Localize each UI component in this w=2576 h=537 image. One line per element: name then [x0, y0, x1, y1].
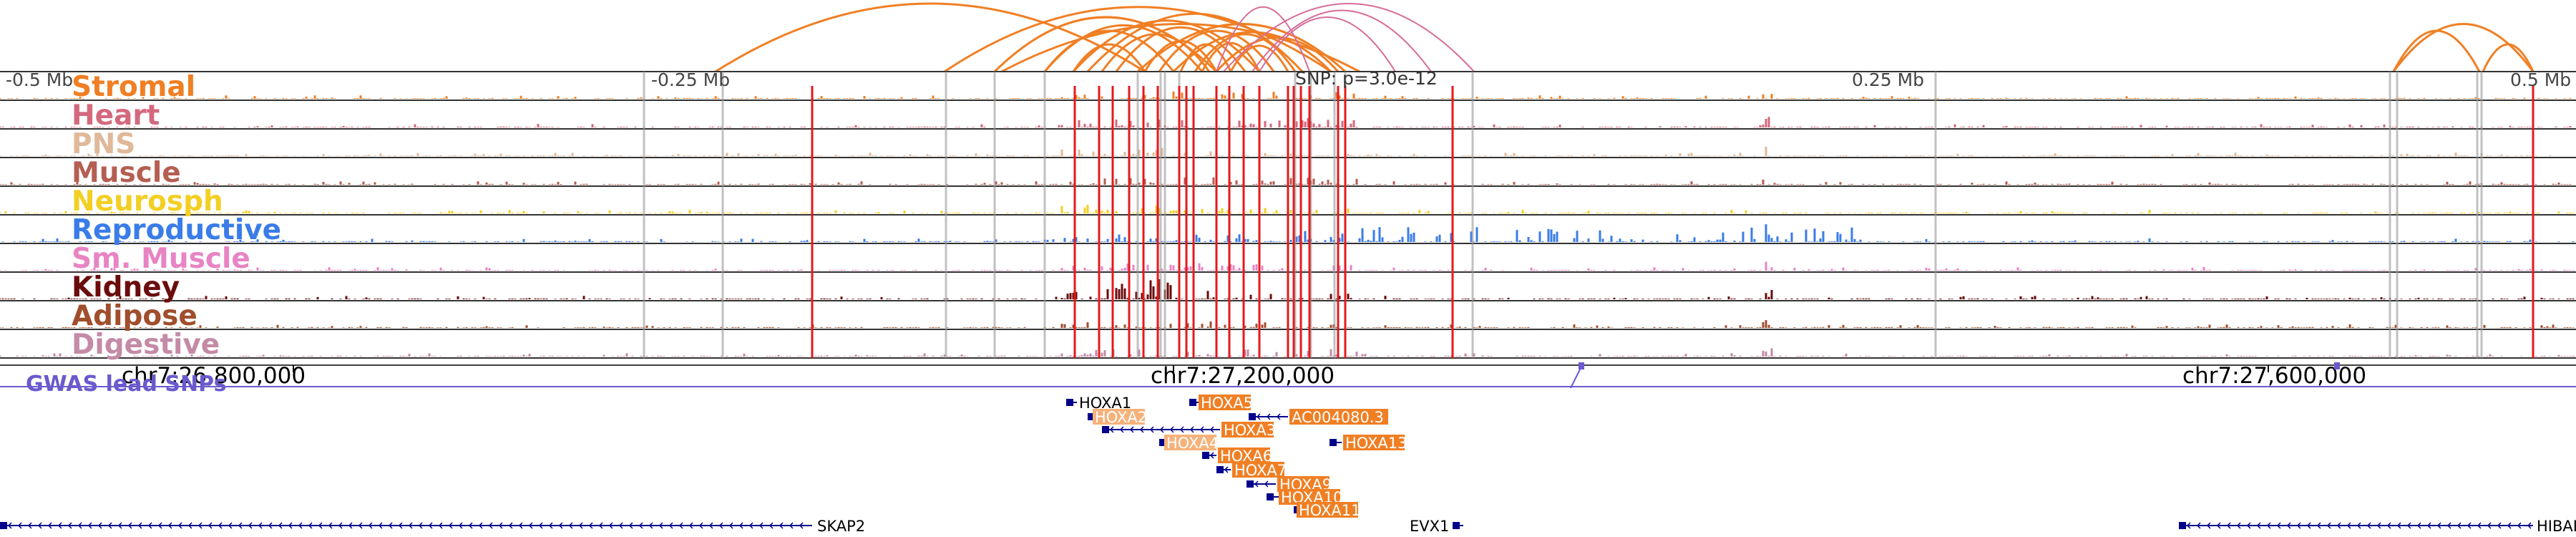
gwas-label: GWAS lead SNPs	[26, 372, 226, 397]
gene-label: HOXA2	[1095, 409, 1147, 426]
loop-arc	[1115, 26, 1246, 72]
loop-arc	[1072, 19, 1261, 73]
chromatin-loops	[715, 2, 2534, 73]
gene-label: SKAP2	[817, 518, 865, 535]
loop-arc	[1229, 44, 1289, 72]
gene-label: HOXA11	[1299, 502, 1360, 519]
gene-hoxa3[interactable]: HOXA3	[1102, 422, 1276, 439]
track-label: Muscle	[72, 157, 181, 189]
track-label: Adipose	[72, 300, 197, 332]
loop-arc	[1043, 24, 1204, 72]
gwas-snp-marker	[1579, 362, 1584, 369]
loop-arc	[1158, 29, 1275, 72]
distance-label-0.5: 0.5 Mb	[2510, 69, 2571, 90]
track-label: Neurosph	[72, 185, 223, 218]
track-label: Digestive	[72, 329, 220, 361]
gene-skap2[interactable]: SKAP2	[0, 518, 865, 535]
loop-arc	[1072, 43, 1146, 72]
gene-label: HOXA5	[1201, 395, 1253, 412]
distance-label-0.25: 0.25 Mb	[1852, 69, 1924, 90]
track-label: Stromal	[72, 71, 195, 103]
track-label: Reproductive	[72, 214, 281, 246]
loop-arc	[1252, 9, 1432, 72]
loop-arc	[1194, 33, 1297, 72]
gwas-snp-marker	[1570, 366, 1582, 389]
gene-label: HOXA3	[1224, 422, 1276, 439]
gene-hoxa2[interactable]: HOXA2	[1088, 409, 1147, 426]
distance-label-minus-0.5: -0.5 Mb	[6, 69, 73, 90]
track-label: Kidney	[72, 271, 180, 304]
gene-label: HOXA13	[1345, 435, 1407, 452]
gene-hoxa13[interactable]: HOXA13	[1330, 435, 1407, 452]
track-label: PNS	[72, 128, 135, 160]
loop-arc	[1259, 16, 1396, 72]
loop-arc	[2482, 43, 2534, 72]
coord-label-27.2: chr7:27,200,000	[1151, 363, 1335, 389]
gene-hoxa10[interactable]: HOXA10	[1267, 489, 1342, 506]
gene-label: AC004080.3	[1292, 409, 1384, 426]
track-digestive	[0, 329, 2576, 357]
coord-label-26.8: chr7:26,800,000	[122, 363, 306, 389]
gene-hoxa7[interactable]: HOXA7	[1216, 462, 1287, 479]
peak-markers	[643, 72, 2534, 358]
distance-axis: -0.5 Mb -0.25 Mb 0.25 Mb 0.5 Mb SNP: p=3…	[6, 68, 2571, 90]
snp-label: SNP: p=3.0e-12	[1295, 68, 1438, 89]
loop-arc	[2392, 29, 2481, 72]
gwas-track: GWAS lead SNPs	[0, 362, 2576, 397]
loop-arc	[1136, 23, 1347, 73]
gene-hoxa11[interactable]: HOXA11	[1294, 502, 1360, 519]
gene-label: HIBADH	[2537, 518, 2576, 535]
gene-label: HOXA4	[1166, 435, 1219, 452]
gene-hoxa4[interactable]: HOXA4	[1159, 435, 1219, 452]
loop-arc	[1223, 3, 1475, 72]
distance-label-minus-0.25: -0.25 Mb	[651, 69, 730, 90]
loop-arc	[1172, 31, 1332, 73]
loop-arc	[1201, 42, 1261, 72]
gene-hibadh[interactable]: HIBADH	[2179, 518, 2576, 535]
loop-arc	[2392, 23, 2534, 72]
track-stromal	[0, 71, 2576, 99]
coordinate-axis: chr7:26,800,000 chr7:27,200,000 chr7:27,…	[0, 363, 2576, 389]
gene-label: EVX1	[1410, 518, 1449, 535]
loop-arc	[944, 6, 1332, 73]
gene-evx1[interactable]: EVX1	[1410, 518, 1463, 535]
loop-arc	[1001, 23, 1360, 73]
loop-arc	[1179, 43, 1232, 72]
gene-hoxa5[interactable]: HOXA5	[1189, 395, 1253, 412]
gene-ac004080-3[interactable]: AC004080.3	[1249, 409, 1388, 426]
track-labels: StromalHeartPNSMuscleNeurosphReproductiv…	[72, 71, 281, 361]
gwas-snp-marker	[2334, 362, 2340, 369]
loop-arc	[1216, 6, 1310, 72]
track-label: Sm. Muscle	[72, 243, 250, 275]
track-label: Heart	[72, 100, 160, 132]
loop-arc	[1215, 37, 1340, 73]
